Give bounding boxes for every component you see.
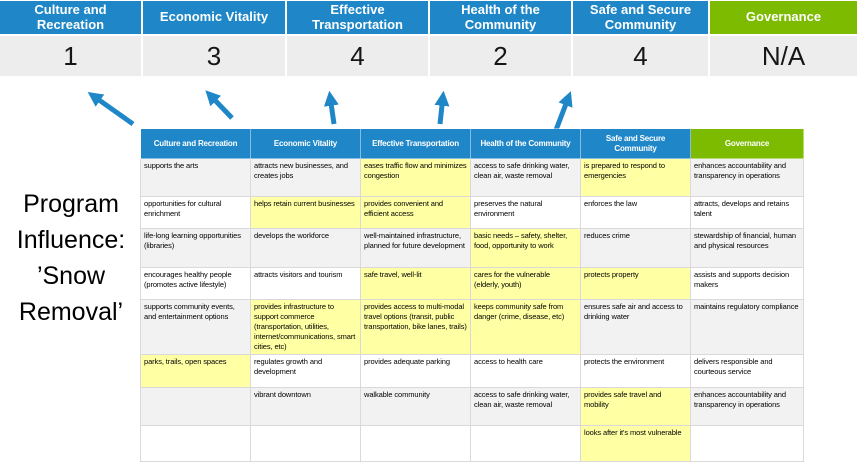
matrix-cell: access to health care: [470, 354, 581, 388]
matrix-cell: stewardship of financial, human and phys…: [690, 228, 804, 268]
matrix-header-cell: Health of the Community: [470, 128, 581, 159]
program-title-line: Removal’: [18, 298, 124, 326]
matrix-row: supports community events, and entertain…: [140, 299, 804, 355]
scoreboard-header: Health of the Community: [430, 1, 571, 34]
arrow-transportation-icon: [323, 90, 339, 125]
matrix-row: life-long learning opportunities (librar…: [140, 228, 804, 268]
matrix-cell: protects property: [580, 267, 691, 300]
matrix-cell: assists and supports decision makers: [690, 267, 804, 300]
matrix-cell: parks, trails, open spaces: [140, 354, 251, 388]
matrix-cell: supports community events, and entertain…: [140, 299, 251, 355]
scoreboard-score: 1: [0, 36, 141, 76]
matrix-row: looks after it's most vulnerable: [140, 425, 804, 462]
matrix-cell: enhances accountability and transparency…: [690, 158, 804, 197]
matrix-header-cell: Governance: [690, 128, 804, 159]
matrix-cell: protects the environment: [580, 354, 691, 388]
matrix-cell: [250, 425, 361, 462]
program-title: Program Influence: ’Snow Removal’: [0, 186, 142, 330]
matrix-row: parks, trails, open spaces regulates grow…: [140, 354, 804, 388]
scoreboard-score: 4: [573, 36, 708, 76]
matrix-row: encourages healthy people (promotes acti…: [140, 267, 804, 300]
scoreboard-header: Safe and Secure Community: [573, 1, 708, 34]
influence-matrix: Culture and Recreation Economic Vitality E…: [140, 128, 804, 462]
matrix-header-cell: Economic Vitality: [250, 128, 361, 159]
matrix-header-cell: Effective Transportation: [360, 128, 471, 159]
scoreboard-header: Culture and Recreation: [0, 1, 141, 34]
matrix-cell: develops the workforce: [250, 228, 361, 268]
program-title-line: ’Snow: [36, 262, 106, 290]
scoreboard-column-1: Culture and Recreation 1: [0, 1, 141, 76]
matrix-cell: attracts new businesses, and creates job…: [250, 158, 361, 197]
matrix-cell: provides access to multi-modal travel op…: [360, 299, 471, 355]
scoreboard-column-3: Effective Transportation 4: [287, 1, 428, 76]
matrix-cell: provides safe travel and mobility: [580, 387, 691, 426]
program-title-line: Influence:: [16, 226, 126, 254]
matrix-cell: enhances accountability and transparency…: [690, 387, 804, 426]
influence-table: Culture and Recreation Economic Vitality E…: [140, 128, 804, 462]
matrix-cell: life-long learning opportunities (librar…: [140, 228, 251, 268]
matrix-cell: [140, 425, 251, 462]
scoreboard-column-4: Health of the Community 2: [430, 1, 571, 76]
matrix-cell: [690, 425, 804, 462]
matrix-cell: delivers responsible and courteous servi…: [690, 354, 804, 388]
matrix-cell: looks after it's most vulnerable: [580, 425, 691, 462]
scoreboard-column-6: Governance N/A: [710, 1, 857, 76]
matrix-header-cell: Safe and Secure Community: [580, 128, 691, 159]
matrix-cell: well-maintained infrastructure, planned …: [360, 228, 471, 268]
matrix-cell: access to safe drinking water, clean air…: [470, 158, 581, 197]
matrix-cell: opportunities for cultural enrichment: [140, 196, 251, 229]
matrix-cell: eases traffic flow and minimizes congest…: [360, 158, 471, 197]
matrix-cell: keeps community safe from danger (crime,…: [470, 299, 581, 355]
matrix-cell: preserves the natural environment: [470, 196, 581, 229]
scoreboard-header: Economic Vitality: [143, 1, 285, 34]
matrix-cell: cares for the vulnerable (elderly, youth…: [470, 267, 581, 300]
scoreboard-column-2: Economic Vitality 3: [143, 1, 285, 76]
matrix-cell: attracts visitors and tourism: [250, 267, 361, 300]
matrix-header-row: Culture and Recreation Economic Vitality E…: [140, 128, 804, 159]
arrow-culture-icon: [87, 91, 135, 127]
matrix-cell: provides infrastructure to support comme…: [250, 299, 361, 355]
arrow-safe-icon: [553, 91, 573, 131]
matrix-cell: maintains regulatory compliance: [690, 299, 804, 355]
matrix-cell: safe travel, well-lit: [360, 267, 471, 300]
matrix-cell: attracts, develops and retains talent: [690, 196, 804, 229]
scoreboard-score: 4: [287, 36, 428, 76]
program-title-line: Program: [23, 190, 119, 218]
matrix-cell: basic needs – safety, shelter, food, opp…: [470, 228, 581, 268]
matrix-cell: reduces crime: [580, 228, 691, 268]
matrix-row: vibrant downtown walkable community access…: [140, 387, 804, 426]
matrix-cell: vibrant downtown: [250, 387, 361, 426]
arrow-health-icon: [434, 90, 450, 125]
matrix-cell: [360, 425, 471, 462]
matrix-cell: is prepared to respond to emergencies: [580, 158, 691, 197]
scoreboard-column-5: Safe and Secure Community 4: [573, 1, 708, 76]
matrix-cell: walkable community: [360, 387, 471, 426]
scoreboard-header: Governance: [710, 1, 857, 34]
matrix-cell: provides adequate parking: [360, 354, 471, 388]
matrix-cell: supports the arts: [140, 158, 251, 197]
matrix-row: opportunities for cultural enrichment hel…: [140, 196, 804, 229]
matrix-cell: encourages healthy people (promotes acti…: [140, 267, 251, 300]
matrix-row: supports the arts attracts new businesses…: [140, 158, 804, 197]
matrix-cell: regulates growth and development: [250, 354, 361, 388]
matrix-cell: enforces the law: [580, 196, 691, 229]
arrow-economic-icon: [205, 90, 234, 120]
scoreboard-header: Effective Transportation: [287, 1, 428, 34]
scoreboard-score: N/A: [710, 36, 857, 76]
scoreboard-score: 2: [430, 36, 571, 76]
scoreboard-score: 3: [143, 36, 285, 76]
scoreboard: Culture and Recreation 1 Economic Vitality…: [0, 1, 857, 76]
matrix-cell: [140, 387, 251, 426]
matrix-cell: helps retain current businesses: [250, 196, 361, 229]
matrix-cell: access to safe drinking water, clean air…: [470, 387, 581, 426]
matrix-header-cell: Culture and Recreation: [140, 128, 251, 159]
matrix-cell: provides convenient and efficient access: [360, 196, 471, 229]
matrix-cell: [470, 425, 581, 462]
matrix-cell: ensures safe air and access to drinking …: [580, 299, 691, 355]
